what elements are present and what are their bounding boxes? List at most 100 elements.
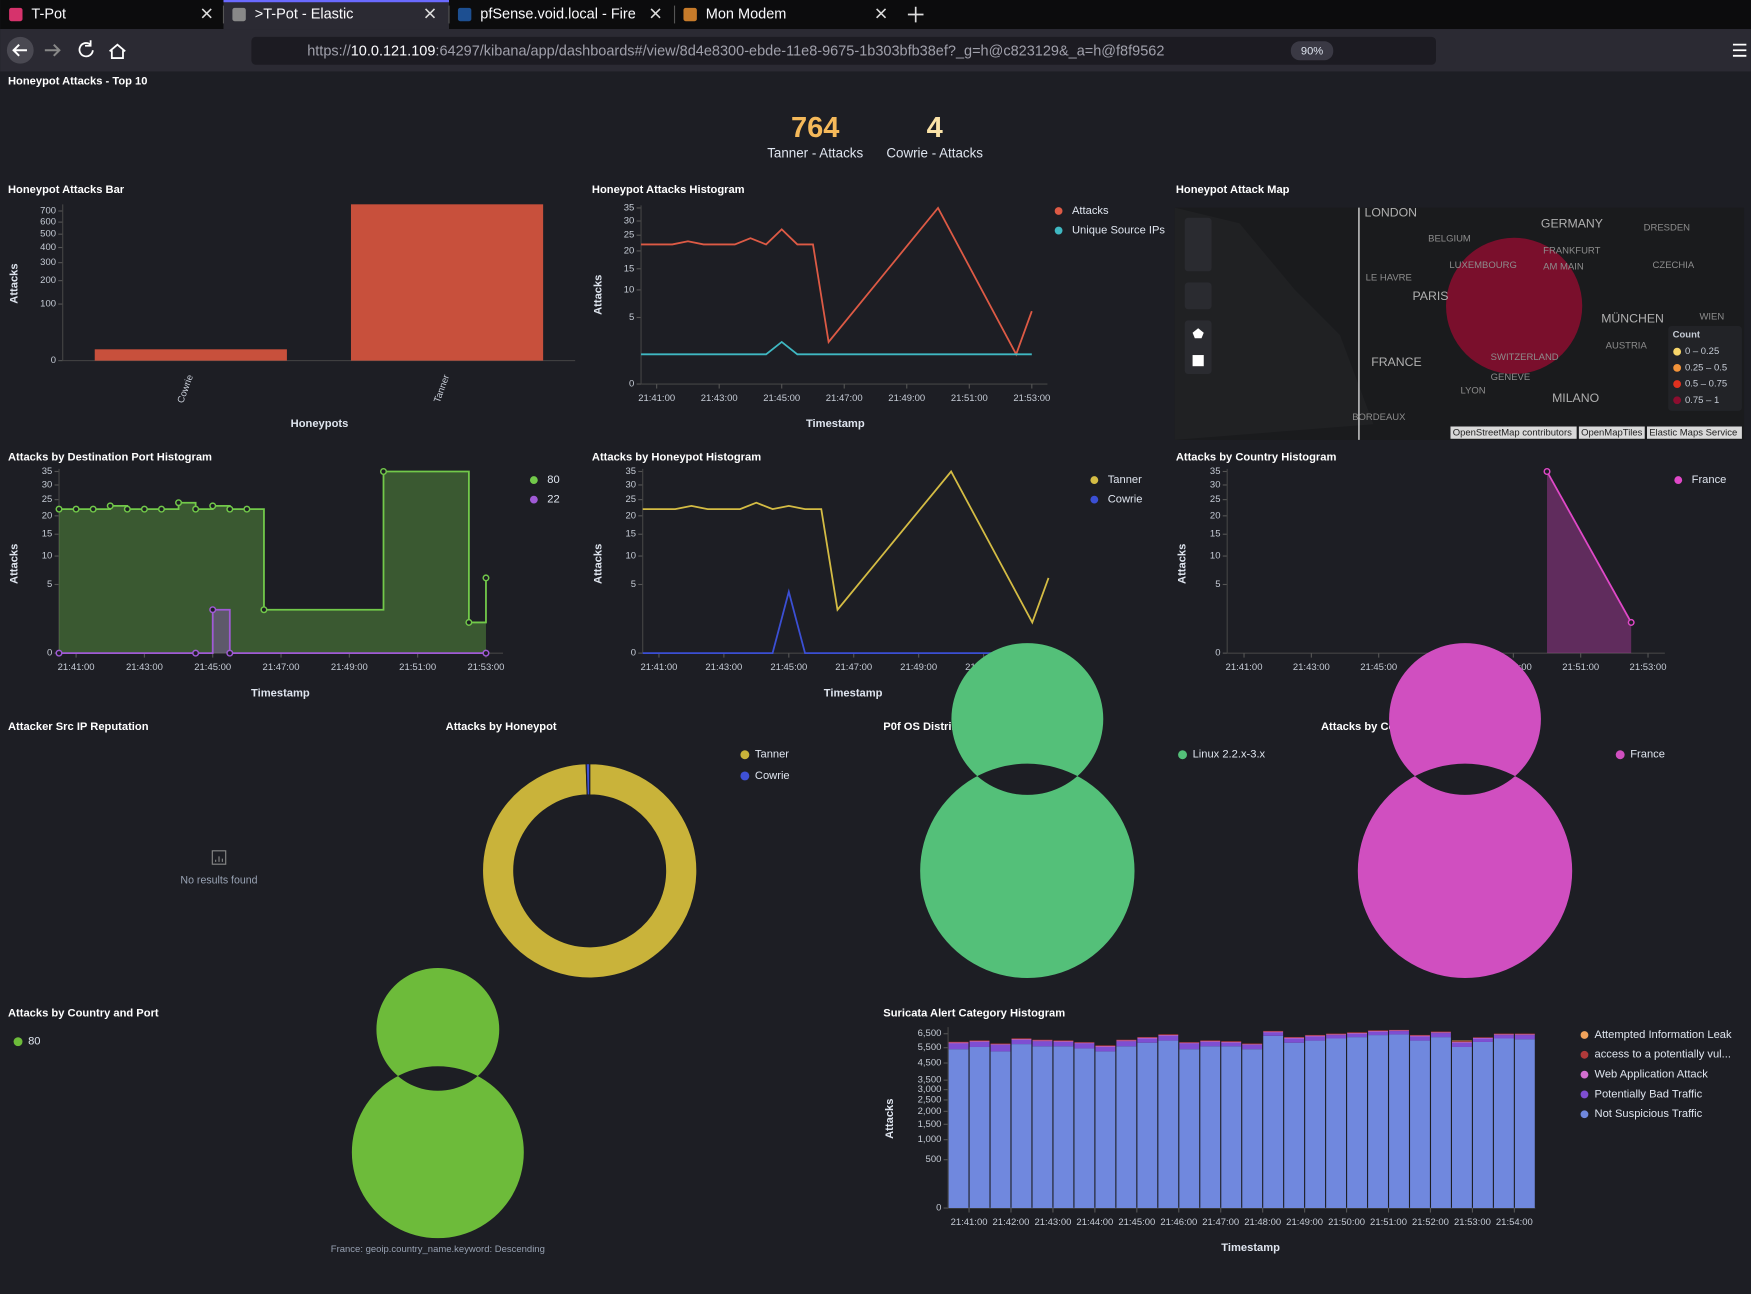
- bar-segment[interactable]: [1452, 1042, 1472, 1047]
- bar-segment[interactable]: [1347, 1032, 1367, 1033]
- legend-label[interactable]: France: [1692, 474, 1727, 486]
- point[interactable]: [55, 505, 63, 513]
- point[interactable]: [465, 618, 473, 626]
- legend-label[interactable]: Attempted Information Leak: [1595, 1029, 1732, 1041]
- legend-label[interactable]: Cowrie: [755, 770, 790, 782]
- bar-segment[interactable]: [1431, 1031, 1451, 1033]
- legend-label[interactable]: Attacks: [1072, 205, 1109, 217]
- point[interactable]: [482, 574, 490, 582]
- bar-segment[interactable]: [1410, 1034, 1430, 1036]
- bar-segment[interactable]: [1011, 1039, 1032, 1040]
- legend-label[interactable]: Web Application Attack: [1595, 1069, 1709, 1081]
- bar[interactable]: [350, 204, 544, 361]
- bar-segment[interactable]: [1179, 1042, 1200, 1043]
- bar-segment[interactable]: [1263, 1030, 1284, 1032]
- bar-segment[interactable]: [1137, 1038, 1158, 1043]
- bar-segment[interactable]: [1472, 1041, 1493, 1209]
- bar-segment[interactable]: [1410, 1035, 1430, 1037]
- point[interactable]: [260, 606, 268, 614]
- legend-label[interactable]: Not Suspicious Traffic: [1595, 1108, 1703, 1120]
- attribution[interactable]: OpenStreetMap contributors: [1453, 428, 1572, 439]
- point[interactable]: [226, 505, 234, 513]
- point[interactable]: [157, 505, 166, 513]
- attribution[interactable]: Elastic Maps Service: [1649, 428, 1737, 439]
- zoom-badge[interactable]: [1290, 41, 1334, 61]
- bar-segment[interactable]: [1158, 1034, 1179, 1035]
- point[interactable]: [175, 499, 183, 507]
- bar-segment[interactable]: [948, 1042, 969, 1044]
- bar-segment[interactable]: [1221, 1041, 1242, 1042]
- draw-control[interactable]: [1184, 320, 1212, 375]
- bar-segment[interactable]: [1095, 1046, 1116, 1052]
- bar-segment[interactable]: [1011, 1039, 1032, 1045]
- bar-segment[interactable]: [1452, 1040, 1472, 1042]
- legend-label[interactable]: Cowrie: [1108, 494, 1143, 506]
- bar-segment[interactable]: [1095, 1051, 1116, 1209]
- bar-segment[interactable]: [1032, 1040, 1053, 1042]
- bar-segment[interactable]: [1305, 1034, 1326, 1036]
- map-bubble[interactable]: [1446, 237, 1583, 375]
- bar-segment[interactable]: [1221, 1042, 1242, 1047]
- tab-close[interactable]: [876, 8, 887, 19]
- bar-segment[interactable]: [969, 1046, 990, 1209]
- bar-segment[interactable]: [1472, 1037, 1493, 1039]
- bar-segment[interactable]: [1200, 1046, 1221, 1209]
- donut-slice[interactable]: [920, 643, 1135, 979]
- bar-segment[interactable]: [948, 1049, 969, 1209]
- reload-button[interactable]: [78, 40, 94, 58]
- bar-segment[interactable]: [1074, 1043, 1095, 1049]
- bar-segment[interactable]: [1431, 1037, 1451, 1209]
- donut-slice[interactable]: [351, 967, 524, 1239]
- donut-slice[interactable]: [585, 763, 591, 796]
- bar-segment[interactable]: [1431, 1033, 1451, 1038]
- point[interactable]: [72, 505, 80, 513]
- bar-segment[interactable]: [1410, 1036, 1430, 1041]
- bar[interactable]: [94, 349, 287, 361]
- bar-segment[interactable]: [1284, 1037, 1305, 1039]
- donut-slice[interactable]: [1357, 643, 1573, 979]
- legend-label[interactable]: Tanner: [755, 749, 789, 761]
- bar-segment[interactable]: [1452, 1041, 1472, 1043]
- bar-segment[interactable]: [1116, 1040, 1137, 1042]
- bar-segment[interactable]: [969, 1041, 990, 1042]
- bar-segment[interactable]: [1368, 1035, 1388, 1209]
- bar-segment[interactable]: [990, 1044, 1011, 1052]
- tab-close[interactable]: [650, 8, 661, 19]
- bar-segment[interactable]: [1514, 1034, 1535, 1036]
- bar-segment[interactable]: [1011, 1044, 1032, 1209]
- bar-segment[interactable]: [1053, 1041, 1074, 1042]
- point[interactable]: [209, 502, 217, 510]
- bar-segment[interactable]: [1472, 1037, 1493, 1038]
- bar-segment[interactable]: [1263, 1032, 1284, 1036]
- point[interactable]: [1627, 618, 1635, 626]
- bar-segment[interactable]: [1347, 1032, 1367, 1034]
- forward-button[interactable]: [44, 43, 61, 57]
- bar-segment[interactable]: [1305, 1035, 1326, 1037]
- point[interactable]: [482, 649, 490, 657]
- bar-segment[interactable]: [1116, 1039, 1137, 1041]
- bar-segment[interactable]: [1137, 1037, 1158, 1039]
- bar-segment[interactable]: [1389, 1034, 1409, 1209]
- bar-segment[interactable]: [1326, 1038, 1347, 1209]
- legend-label[interactable]: 80: [28, 1036, 40, 1048]
- tab-title[interactable]: pfSense.void.local - Fire: [480, 6, 636, 22]
- bar-segment[interactable]: [1074, 1042, 1095, 1043]
- point[interactable]: [379, 467, 388, 476]
- bar-segment[interactable]: [1263, 1031, 1284, 1033]
- bar-segment[interactable]: [1242, 1049, 1263, 1209]
- bar-segment[interactable]: [1389, 1030, 1409, 1032]
- tab-close[interactable]: [425, 8, 436, 19]
- bar-segment[interactable]: [1284, 1042, 1305, 1209]
- bar-segment[interactable]: [1032, 1039, 1053, 1041]
- bar-segment[interactable]: [1074, 1042, 1095, 1044]
- point[interactable]: [1543, 467, 1551, 476]
- bar-segment[interactable]: [1242, 1043, 1263, 1045]
- bar-segment[interactable]: [1242, 1044, 1263, 1050]
- bar-segment[interactable]: [1053, 1041, 1074, 1047]
- bar-segment[interactable]: [1514, 1033, 1535, 1035]
- bar-segment[interactable]: [1347, 1033, 1367, 1038]
- bar-segment[interactable]: [1137, 1042, 1158, 1209]
- bar-segment[interactable]: [1389, 1031, 1409, 1035]
- new-tab[interactable]: [907, 6, 924, 23]
- bar-segment[interactable]: [1053, 1046, 1074, 1209]
